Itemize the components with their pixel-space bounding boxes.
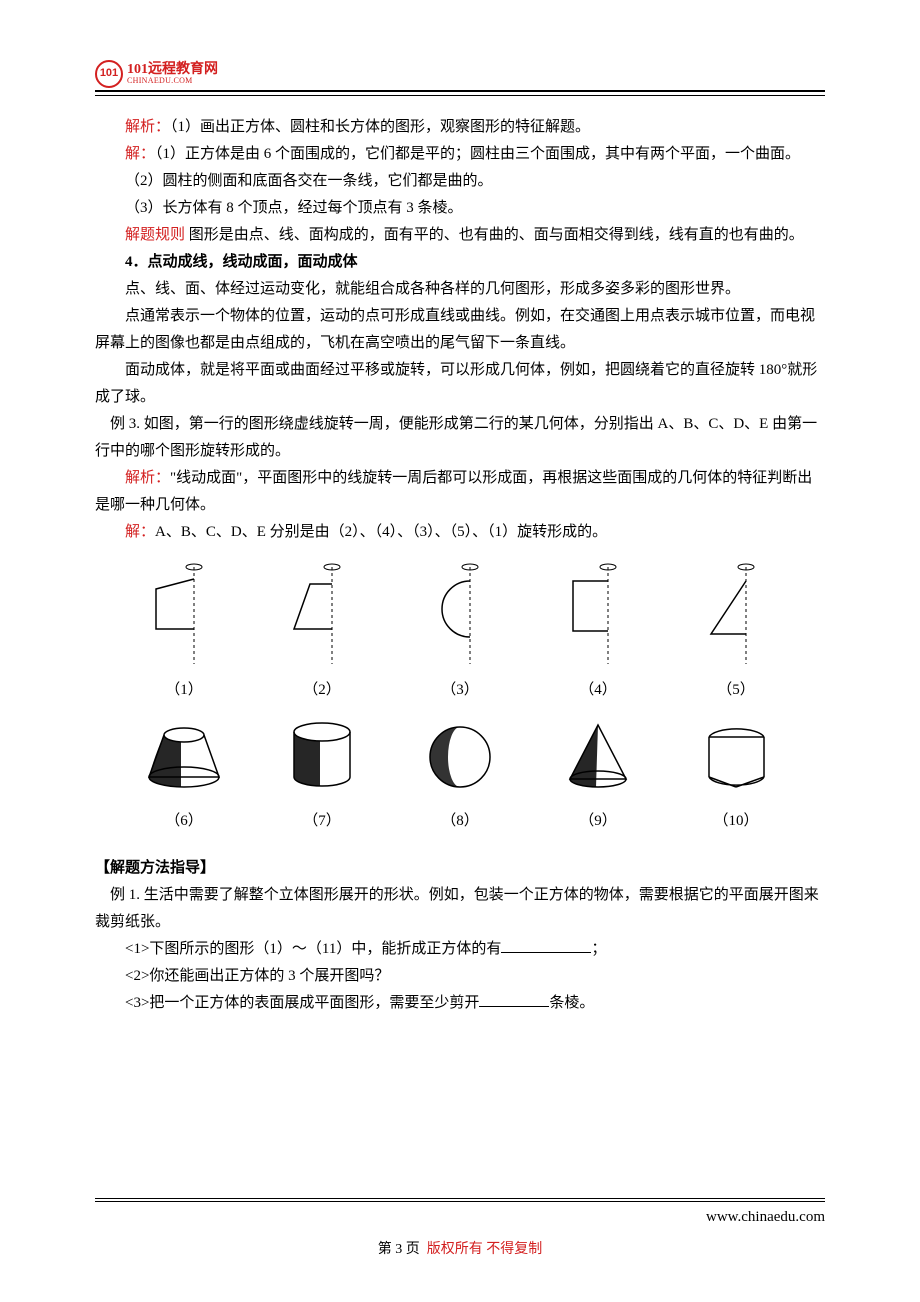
- fig-label: （6）: [165, 808, 203, 835]
- para-q1: <1>下图所示的图形（1）～（11）中，能折成正方体的有 ；: [95, 936, 825, 963]
- fig-10: （10）: [667, 712, 805, 835]
- header-rule: [95, 95, 825, 96]
- shape-9: [548, 712, 648, 802]
- para-q2: <2>你还能画出正方体的 3 个展开图吗？: [95, 963, 825, 990]
- copyright: 版权所有 不得复制: [427, 1242, 543, 1257]
- para-7: 点通常表示一个物体的位置，运动的点可形成直线或曲线。例如，在交通图上用点表示城市…: [95, 303, 825, 357]
- fig-2: （2）: [253, 556, 391, 704]
- page-num: 第 3 页: [378, 1242, 420, 1257]
- fig-label: （9）: [579, 808, 617, 835]
- para-8: 面动成体，就是将平面或曲面经过平移或旋转，可以形成几何体，例如，把圆绕着它的直径…: [95, 357, 825, 411]
- text: （1）画出正方体、圆柱和长方体的图形，观察图形的特征解题。: [170, 119, 590, 135]
- fig-4: （4）: [529, 556, 667, 704]
- figure-row-2: （6） （7）: [115, 712, 805, 835]
- fig-label: （7）: [303, 808, 341, 835]
- fig-5: （5）: [667, 556, 805, 704]
- fig-label: （2）: [303, 677, 341, 704]
- para-analysis1: 解析：（1）画出正方体、圆柱和长方体的图形，观察图形的特征解题。: [95, 114, 825, 141]
- para-ex1: 例 1. 生活中需要了解整个立体图形展开的形状。例如，包装一个正方体的物体，需要…: [95, 882, 825, 936]
- shape-4: [548, 556, 648, 671]
- shape-3: [410, 556, 510, 671]
- para-q3: <3>把一个正方体的表面展成平面图形，需要至少剪开 条棱。: [95, 990, 825, 1017]
- fig-label: （1）: [165, 677, 203, 704]
- fig-label: （5）: [717, 677, 755, 704]
- fig-7: （7）: [253, 712, 391, 835]
- label-rule: 解题规则: [125, 227, 185, 243]
- shape-1: [134, 556, 234, 671]
- para-solution2: 解：A、B、C、D、E 分别是由（2）、（4）、（3）、（5）、（1）旋转形成的…: [95, 519, 825, 546]
- shape-2: [272, 556, 372, 671]
- fig-3: （3）: [391, 556, 529, 704]
- label-analysis: 解析：: [125, 119, 170, 135]
- fig-label: （3）: [441, 677, 479, 704]
- footer-page: 第 3 页 版权所有 不得复制: [95, 1237, 825, 1262]
- text: 图形是由点、线、面构成的，面有平的、也有曲的、面与面相交得到线，线有直的也有曲的…: [185, 227, 804, 243]
- method-head: 【解题方法指导】: [95, 855, 825, 882]
- footer-rule: [95, 1198, 825, 1199]
- fig-9: （9）: [529, 712, 667, 835]
- para-rule: 解题规则 图形是由点、线、面构成的，面有平的、也有曲的、面与面相交得到线，线有直…: [95, 222, 825, 249]
- para-solution1: 解：（1）正方体是由 6 个面围成的，它们都是平的；圆柱由三个面围成，其中有两个…: [95, 141, 825, 168]
- text: <1>下图所示的图形（1）～（11）中，能折成正方体的有: [125, 941, 501, 957]
- text: （1）正方体是由 6 个面围成的，它们都是平的；圆柱由三个面围成，其中有两个平面…: [155, 146, 800, 162]
- para-s2: （2）圆柱的侧面和底面各交在一条线，它们都是曲的。: [95, 168, 825, 195]
- shape-7: [272, 712, 372, 802]
- footer-rule2: [95, 1201, 825, 1202]
- document-page: 101远程教育网 CHINAEDU.COM 解析：（1）画出正方体、圆柱和长方体…: [0, 0, 920, 1302]
- logo-icon: [95, 60, 123, 88]
- text: 条棱。: [549, 995, 594, 1011]
- blank-1: [501, 938, 591, 953]
- para-s3: （3）长方体有 8 个顶点，经过每个顶点有 3 条棱。: [95, 195, 825, 222]
- shape-8: [410, 712, 510, 802]
- shape-10: [686, 712, 786, 802]
- figure-row-1: （1） （2）: [115, 556, 805, 704]
- label-analysis: 解析：: [125, 470, 170, 486]
- para-analysis2: 解析："线动成面"，平面图形中的线旋转一周后都可以形成面，再根据这些面围成的几何…: [95, 465, 825, 519]
- section-head-4: 4．点动成线，线动成面，面动成体: [95, 249, 825, 276]
- content-body: 解析：（1）画出正方体、圆柱和长方体的图形，观察图形的特征解题。 解：（1）正方…: [95, 114, 825, 1017]
- logo-cn: 101远程教育网: [127, 63, 218, 77]
- footer-url: www.chinaedu.com: [95, 1204, 825, 1231]
- shape-5: [686, 556, 786, 671]
- shape-6: [134, 712, 234, 802]
- text: "线动成面"，平面图形中的线旋转一周后都可以形成面，再根据这些面围成的几何体的特…: [95, 470, 812, 513]
- label-solution: 解：: [125, 146, 155, 162]
- label-solution: 解：: [125, 524, 155, 540]
- para-ex3: 例 3. 如图，第一行的图形绕虚线旋转一周，便能形成第二行的某几何体，分别指出 …: [95, 411, 825, 465]
- logo: 101远程教育网 CHINAEDU.COM: [95, 60, 218, 88]
- page-footer: www.chinaedu.com 第 3 页 版权所有 不得复制: [95, 1198, 825, 1262]
- fig-label: （8）: [441, 808, 479, 835]
- fig-label: （4）: [579, 677, 617, 704]
- page-header: 101远程教育网 CHINAEDU.COM: [95, 60, 825, 92]
- fig-label: （10）: [713, 808, 758, 835]
- fig-8: （8）: [391, 712, 529, 835]
- para-6: 点、线、面、体经过运动变化，就能组合成各种各样的几何图形，形成多姿多彩的图形世界…: [95, 276, 825, 303]
- logo-text: 101远程教育网 CHINAEDU.COM: [127, 63, 218, 85]
- text: <3>把一个正方体的表面展成平面图形，需要至少剪开: [125, 995, 479, 1011]
- text: A、B、C、D、E 分别是由（2）、（4）、（3）、（5）、（1）旋转形成的。: [155, 524, 607, 540]
- fig-1: （1）: [115, 556, 253, 704]
- figure-area: （1） （2）: [95, 556, 825, 835]
- blank-2: [479, 992, 549, 1007]
- logo-en: CHINAEDU.COM: [127, 77, 218, 85]
- text: ；: [591, 941, 606, 957]
- fig-6: （6）: [115, 712, 253, 835]
